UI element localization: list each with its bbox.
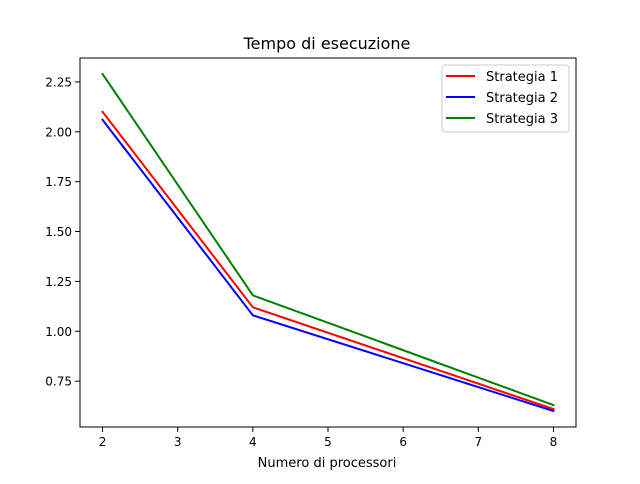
plot-area: 2 3 4 5 6 7 8 0.75 1.00 1.25 1.50 1.75 2.00 2.25 [45,57,577,449]
y-tick-label: 2.25 [45,75,72,89]
x-tick-label: 3 [174,435,182,449]
legend: Strategia 1 Strategia 2 Strategia 3 [441,64,570,133]
series-line-3 [101,72,555,407]
x-axis-label: Numero di processori [258,456,397,471]
x-tick-label: 6 [399,435,407,449]
x-tick-label: 2 [99,435,107,449]
legend-label-3: Strategia 3 [486,112,558,127]
series-line-1 [101,110,555,411]
series-line-2 [101,118,555,413]
x-tick-label: 7 [474,435,482,449]
legend-label-1: Strategia 1 [486,70,558,85]
legend-box [441,64,570,133]
y-tick-label: 1.50 [45,225,72,239]
y-tick-label: 1.00 [45,325,72,339]
legend-label-2: Strategia 2 [486,91,558,106]
x-tick-label: 4 [249,435,257,449]
x-tick-label: 8 [550,435,558,449]
x-tick-label: 5 [324,435,332,449]
y-tick-label: 1.75 [45,175,72,189]
chart-title: Tempo di esecuzione [243,34,411,53]
y-tick-label: 0.75 [45,375,72,389]
y-tick-label: 1.25 [45,275,72,289]
y-tick-label: 2.00 [45,125,72,139]
